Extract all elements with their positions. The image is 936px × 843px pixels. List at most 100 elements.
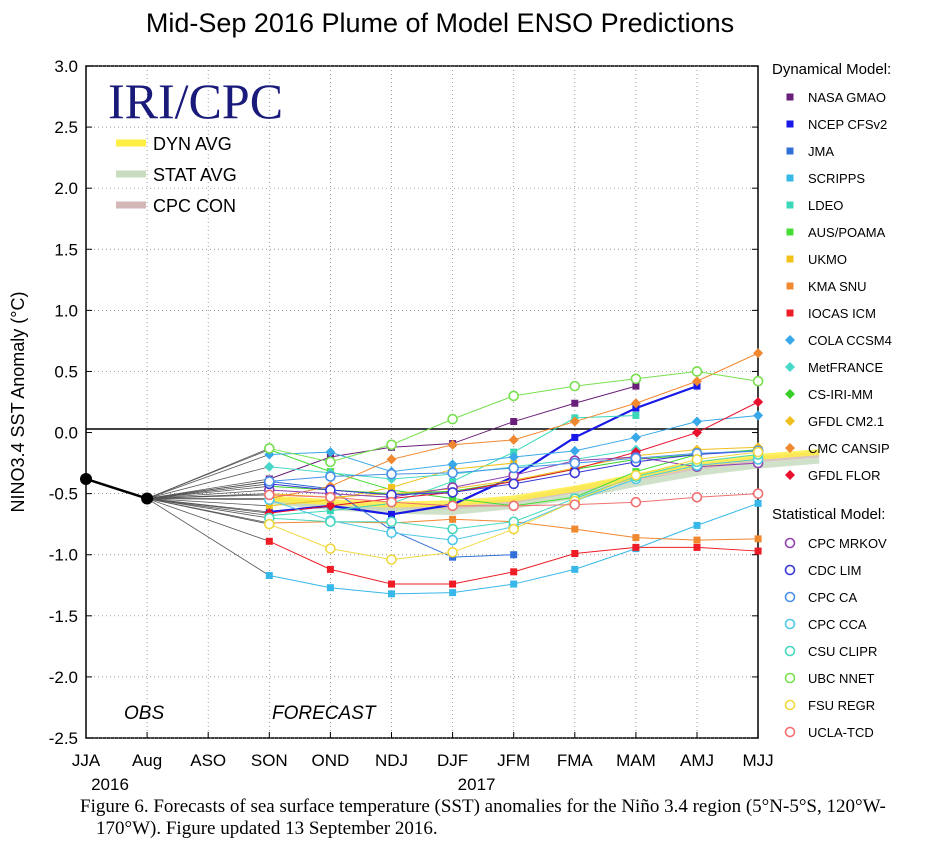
nasa-gmao-legend-label: NASA GMAO — [808, 90, 886, 105]
nasa-gmao-point — [510, 418, 518, 426]
cmc-cansip-point — [753, 348, 764, 359]
ucla-tcd-series — [263, 488, 764, 512]
ldeo-point — [449, 477, 457, 485]
ucla-tcd-point — [691, 492, 703, 503]
cpc-ca-point — [386, 468, 397, 480]
y-tick-label: -2.0 — [49, 668, 78, 687]
cpc-ca-legend-label: CPC CA — [808, 590, 857, 605]
observed-point — [141, 492, 154, 505]
csu-clipr-legend-marker — [784, 645, 796, 657]
aus-poama-legend-marker — [786, 228, 794, 236]
iocas-icm-point — [326, 565, 334, 573]
iocas-icm-point — [632, 543, 640, 551]
iocas-icm-legend-marker — [786, 309, 794, 317]
cdc-lim-point — [508, 478, 520, 490]
cpc-ca-legend-marker — [784, 591, 796, 603]
fsu-regr-point — [630, 470, 642, 481]
ubc-nnet-series — [263, 366, 764, 468]
metfrance-point — [264, 461, 275, 472]
aus-poama-legend-label: AUS/POAMA — [808, 225, 886, 240]
scripps-point — [388, 590, 395, 598]
iocas-icm-point — [265, 537, 273, 545]
y-tick-label: 1.0 — [54, 301, 78, 320]
gfdl-flor-point — [325, 500, 336, 511]
metfrance-legend-label: MetFRANCE — [808, 360, 883, 375]
ldeo-point — [632, 411, 640, 419]
x-tick-label: NDJ — [375, 751, 408, 770]
scripps-legend-label: SCRIPPS — [808, 171, 865, 186]
fan-line — [146, 466, 270, 499]
fan-line — [147, 498, 270, 517]
fan-line — [146, 498, 270, 576]
gfdl-cm2-1-legend-label: GFDL CM2.1 — [808, 414, 884, 429]
y-tick-label: -2.5 — [49, 729, 78, 748]
legend-dynamical-title: Dynamical Model: — [772, 61, 891, 78]
cpc-cca-point — [447, 534, 458, 546]
cs-iri-mm-legend-label: CS-IRI-MM — [808, 387, 873, 402]
x-tick-label: JJA — [72, 751, 101, 770]
x-tick-label: MJJ — [743, 751, 774, 770]
ncep-cfsv2-point — [388, 510, 395, 518]
csu-clipr-point — [386, 516, 397, 528]
year-label: 2017 — [458, 775, 496, 794]
cdc-lim-point — [569, 467, 581, 479]
x-axis-ticks: JJA Aug ASO SON OND NDJ DJF JFM FMA MAM AMJ MJJ — [72, 732, 774, 770]
caption-line-2: 170°W). Figure updated 13 September 2016… — [96, 818, 438, 839]
scripps-point — [754, 499, 762, 507]
iocas-icm-series — [265, 537, 762, 588]
kma-snu-point — [449, 515, 457, 523]
x-tick-label: MAM — [616, 751, 656, 770]
fsu-regr-point — [752, 446, 764, 458]
fan-line — [147, 498, 270, 514]
cmc-cansip-point — [630, 398, 641, 409]
fan-line — [147, 498, 270, 507]
y-tick-label: 2.5 — [54, 118, 78, 137]
csu-clipr-point — [447, 523, 458, 535]
fsu-regr-point — [263, 518, 275, 530]
cs-iri-mm-legend-marker — [785, 389, 795, 399]
stat-avg-line — [269, 457, 820, 515]
aus-poama-point — [449, 495, 457, 503]
fsu-regr-point — [386, 554, 397, 565]
fan-line — [147, 494, 270, 499]
kma-snu-legend-label: KMA SNU — [808, 279, 867, 294]
ubc-nnet-legend-marker — [784, 672, 796, 684]
fan-line — [147, 481, 270, 499]
jma-point — [510, 551, 518, 559]
ubc-nnet-point — [630, 373, 642, 385]
ucla-tcd-point — [263, 489, 275, 501]
cpc-ca-point — [263, 476, 275, 487]
plot-frame — [85, 65, 759, 739]
ubc-nnet-point — [569, 380, 581, 392]
fan-line — [146, 448, 270, 499]
obs-annotation: OBS — [124, 703, 164, 724]
y-axis-ticks: 3.0 2.5 2.0 1.5 1.0 0.5 0.0 -0.5 -1.0 -1.5 -2.0 -2.… — [49, 57, 758, 748]
kma-snu-point — [754, 535, 762, 543]
observed-point — [80, 472, 92, 485]
y-tick-label: 0.5 — [54, 362, 78, 381]
stat-avg-legend-label: STAT AVG — [153, 165, 237, 185]
enso-plume-chart: Mid-Sep 2016 Plume of Model ENSO Predict… — [8, 8, 892, 794]
x-tick-label: SON — [251, 751, 288, 770]
kma-snu-point — [571, 525, 579, 533]
x-tick-label: AMJ — [680, 751, 714, 770]
cmc-cansip-point — [692, 376, 702, 387]
y-tick-label: -1.0 — [49, 546, 78, 565]
gfdl-flor-legend-marker — [785, 470, 795, 480]
x-tick-label: ASO — [190, 751, 226, 770]
iocas-icm-point — [510, 568, 518, 576]
ucla-tcd-legend-marker — [784, 726, 796, 738]
iocas-icm-point — [693, 543, 701, 551]
csu-clipr-point — [325, 516, 336, 528]
cpc-ca-point — [569, 457, 581, 469]
y-tick-label: 0.0 — [54, 424, 78, 443]
fsu-regr-point — [325, 543, 336, 554]
y-axis-label: NINO3.4 SST Anomaly (°C) — [8, 292, 28, 513]
cdc-lim-legend-marker — [784, 564, 796, 576]
nasa-gmao-legend-marker — [786, 93, 794, 101]
kma-snu-point — [693, 536, 701, 544]
iocas-icm-point — [754, 547, 762, 555]
fan-line — [147, 498, 270, 525]
caption-line-1: Figure 6. Forecasts of sea surface tempe… — [80, 796, 886, 817]
ucla-tcd-point — [569, 499, 581, 510]
